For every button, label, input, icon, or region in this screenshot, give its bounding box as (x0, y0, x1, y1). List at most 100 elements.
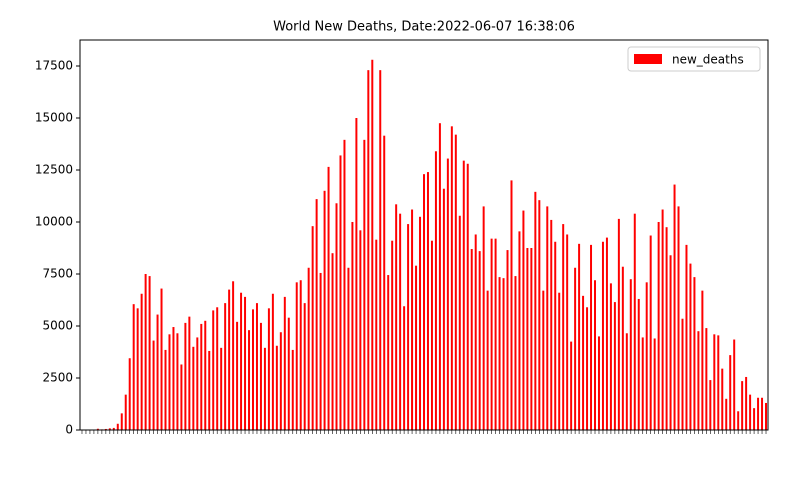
bar (124, 394, 127, 430)
bar (200, 323, 203, 430)
bar (470, 249, 473, 430)
bar (395, 204, 398, 430)
bar (379, 70, 382, 430)
bar (228, 289, 231, 430)
bar (729, 355, 732, 430)
bar (566, 234, 569, 430)
bar (419, 216, 422, 430)
bar (144, 274, 147, 430)
bar (657, 222, 660, 430)
bar (275, 345, 278, 430)
y-tick-label: 0 (65, 423, 73, 437)
legend-label: new_deaths (672, 53, 744, 67)
bar (335, 203, 338, 430)
bar (554, 241, 557, 430)
bar (749, 394, 752, 430)
legend-box (627, 46, 761, 72)
bar (240, 292, 243, 430)
y-tick-label: 10000 (35, 215, 73, 229)
bar (442, 188, 445, 430)
bar (160, 288, 163, 430)
bar (546, 206, 549, 430)
bar (327, 166, 330, 430)
bar (438, 123, 441, 430)
bar (311, 226, 314, 430)
bar (359, 230, 362, 430)
bar (689, 263, 692, 430)
bar (693, 277, 696, 430)
bar (458, 215, 461, 430)
bar (454, 134, 457, 430)
bar (208, 350, 211, 430)
y-tick-label: 15000 (35, 111, 73, 125)
bar (188, 316, 191, 430)
bar (526, 248, 529, 430)
bar (705, 328, 708, 430)
bar (212, 310, 215, 430)
bar (315, 199, 318, 430)
bar (172, 327, 175, 430)
bar (498, 277, 501, 430)
bar (681, 318, 684, 430)
bar (295, 282, 298, 430)
bar (450, 126, 453, 430)
bar (502, 278, 505, 430)
bar (697, 331, 700, 430)
bar (733, 339, 736, 430)
bar (582, 295, 585, 430)
bar (538, 200, 541, 430)
bar (407, 224, 410, 430)
bar (220, 347, 223, 430)
bar (641, 337, 644, 430)
bar (542, 290, 545, 430)
bar (339, 155, 342, 430)
bar (594, 280, 596, 430)
bar (156, 314, 159, 430)
bar (375, 239, 378, 430)
bar (558, 292, 561, 430)
bar (164, 349, 167, 430)
bar (148, 276, 151, 430)
bar (490, 238, 493, 430)
bar (108, 428, 111, 430)
bar (180, 364, 183, 430)
y-tick-label: 5000 (42, 319, 73, 333)
bar (474, 234, 477, 430)
bar (184, 322, 187, 430)
bar (351, 222, 354, 430)
bar (605, 237, 608, 430)
bar (745, 376, 748, 430)
bar (383, 135, 386, 430)
bar (347, 267, 350, 430)
bar (713, 334, 716, 430)
bar (578, 243, 581, 430)
bar (478, 251, 481, 430)
bar (753, 408, 756, 430)
bar (621, 266, 624, 430)
bar (518, 231, 521, 430)
bar (757, 397, 760, 430)
bar (287, 317, 290, 430)
bar (741, 381, 744, 430)
bar (355, 118, 358, 430)
bar (685, 244, 688, 430)
bar (216, 307, 219, 430)
bar (252, 309, 254, 430)
bar (391, 240, 394, 430)
bar (271, 293, 274, 430)
bar (331, 253, 334, 430)
bar (617, 218, 620, 430)
bar (136, 308, 139, 430)
bar (132, 304, 135, 430)
bar (669, 255, 672, 430)
bar (259, 322, 262, 430)
bar (236, 321, 239, 430)
bar (609, 283, 612, 430)
bar (701, 290, 704, 430)
bar (570, 341, 573, 430)
bar (725, 398, 728, 430)
bar (120, 413, 123, 430)
bar (486, 290, 489, 430)
bar (323, 190, 326, 430)
bar (426, 172, 429, 430)
